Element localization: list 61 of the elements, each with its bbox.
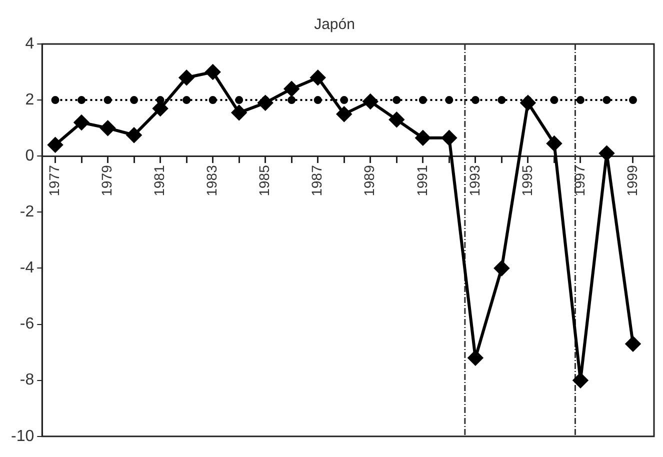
chart-title: Japón [314,16,355,34]
point [415,130,430,146]
point [599,146,614,161]
point [392,96,401,104]
point [100,120,116,136]
point [130,96,138,104]
point [445,96,454,104]
point [182,96,191,104]
y-tick-label: 2 [25,91,34,108]
point [104,96,112,104]
point [602,96,611,104]
y-tick-label: 4 [25,35,34,52]
point [310,70,326,86]
point [205,64,220,80]
point [442,130,457,146]
point [418,96,427,104]
y-tick-label: -2 [20,204,34,221]
x-tick-label: 1989 [361,164,378,196]
point [546,136,562,151]
point [126,128,142,143]
point [572,372,588,388]
point [362,94,378,109]
y-tick-label: -6 [20,316,34,333]
x-tick-label: 1985 [256,164,272,196]
point [550,96,558,104]
point [468,350,483,366]
point [314,96,322,104]
point [208,96,217,104]
x-tick-label: 1993 [466,164,482,196]
point [625,336,640,352]
y-tick-label: 0 [25,148,34,165]
point [78,96,86,104]
point [232,105,247,120]
point [340,96,348,104]
point [389,112,404,128]
x-tick-label: 1999 [624,164,640,196]
point [51,96,60,104]
point [179,70,194,86]
point [258,95,273,110]
y-tick-label: -4 [20,260,34,277]
point [48,137,63,152]
point [471,96,480,104]
x-tick-label: 1991 [414,164,430,196]
y-tick-label: -8 [20,372,34,389]
x-tick-label: 1979 [98,164,115,196]
x-tick-label: 1987 [308,164,325,196]
point [74,114,90,130]
y-tick-label: -10 [11,428,34,445]
point [520,95,536,110]
point [498,96,506,104]
point [235,96,244,104]
point [494,260,510,276]
point [284,81,300,96]
point [336,106,352,122]
x-tick-label: 1977 [46,164,62,196]
x-tick-label: 1981 [151,164,168,196]
point [628,96,637,104]
x-tick-label: 1995 [518,164,535,196]
x-tick-label: 1983 [204,164,220,196]
point [288,96,296,104]
point [576,96,584,104]
